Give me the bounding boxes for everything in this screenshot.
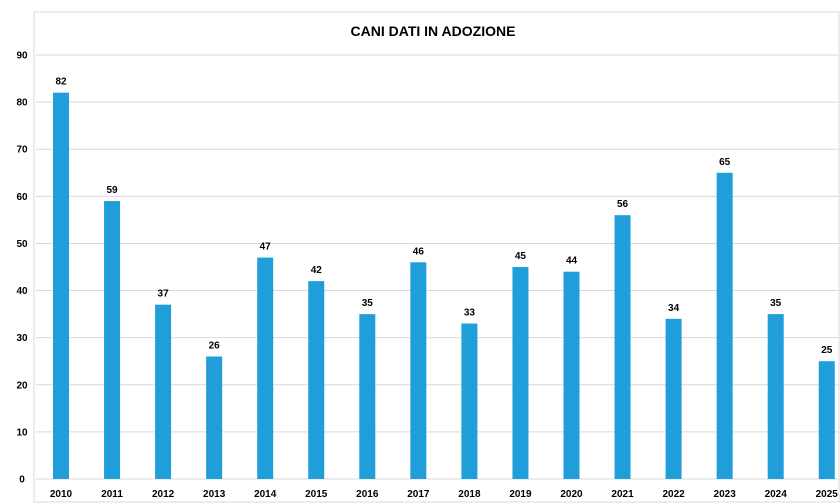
bar [767, 314, 784, 479]
y-tick-label: 40 [16, 286, 28, 297]
bar [410, 262, 427, 479]
bar [206, 356, 223, 479]
bar [716, 172, 733, 479]
data-label: 82 [55, 77, 67, 88]
x-tick-label: 2021 [611, 489, 634, 500]
x-tick-label: 2014 [254, 489, 277, 500]
data-label: 35 [770, 298, 782, 309]
x-tick-label: 2018 [458, 489, 481, 500]
data-label: 46 [413, 246, 425, 257]
bar [308, 281, 325, 479]
bar [563, 271, 580, 479]
x-tick-label: 2013 [203, 489, 226, 500]
bar [104, 201, 121, 480]
bar [512, 267, 529, 479]
data-label: 37 [158, 289, 170, 300]
data-label: 47 [260, 242, 272, 253]
x-axis-ticks: 2010 2011 2012 2013 2014 2015 2016 2017 2018 2019… [50, 489, 838, 500]
data-label: 35 [362, 298, 374, 309]
x-tick-label: 2020 [560, 489, 583, 500]
bar [665, 318, 682, 479]
x-tick-label: 2022 [662, 489, 685, 500]
bar [818, 361, 835, 479]
bar [614, 215, 631, 479]
x-tick-label: 2017 [407, 489, 430, 500]
data-label: 42 [311, 265, 323, 276]
data-labels: 82 59 37 26 47 42 35 46 33 45 44 56 34 65 35 25 [55, 77, 832, 357]
x-tick-label: 2019 [509, 489, 532, 500]
data-label: 45 [515, 251, 527, 262]
y-tick-label: 20 [16, 380, 28, 391]
bar [155, 304, 172, 479]
x-tick-label: 2024 [765, 489, 788, 500]
chart-title: CANI DATI IN ADOZIONE [351, 23, 516, 39]
data-label: 44 [566, 256, 578, 267]
data-label: 25 [821, 345, 833, 356]
data-label: 26 [209, 341, 221, 352]
chart-frame [33, 11, 840, 503]
y-tick-label: 90 [16, 51, 28, 62]
y-tick-label: 30 [16, 333, 28, 344]
y-tick-label: 0 [19, 475, 25, 486]
bar [461, 323, 478, 479]
x-tick-label: 2016 [356, 489, 379, 500]
x-tick-label: 2010 [50, 489, 73, 500]
data-label: 59 [106, 185, 118, 196]
y-tick-label: 60 [16, 192, 28, 203]
data-label: 65 [719, 157, 731, 168]
data-label: 33 [464, 308, 476, 319]
y-tick-label: 80 [16, 98, 28, 109]
y-tick-label: 10 [16, 427, 28, 438]
y-axis-ticks: 0 10 20 30 40 50 60 70 80 90 [16, 51, 28, 486]
y-tick-label: 70 [16, 145, 28, 156]
bar [257, 257, 274, 479]
x-tick-label: 2011 [101, 489, 123, 500]
data-label: 56 [617, 199, 629, 210]
bar [53, 92, 69, 479]
x-tick-label: 2015 [305, 489, 328, 500]
y-tick-label: 50 [16, 239, 28, 250]
bars [53, 92, 835, 480]
x-tick-label: 2023 [714, 489, 737, 500]
data-label: 34 [668, 303, 680, 314]
bar [359, 314, 376, 479]
x-tick-label: 2025 [816, 489, 839, 500]
x-tick-label: 2012 [152, 489, 175, 500]
